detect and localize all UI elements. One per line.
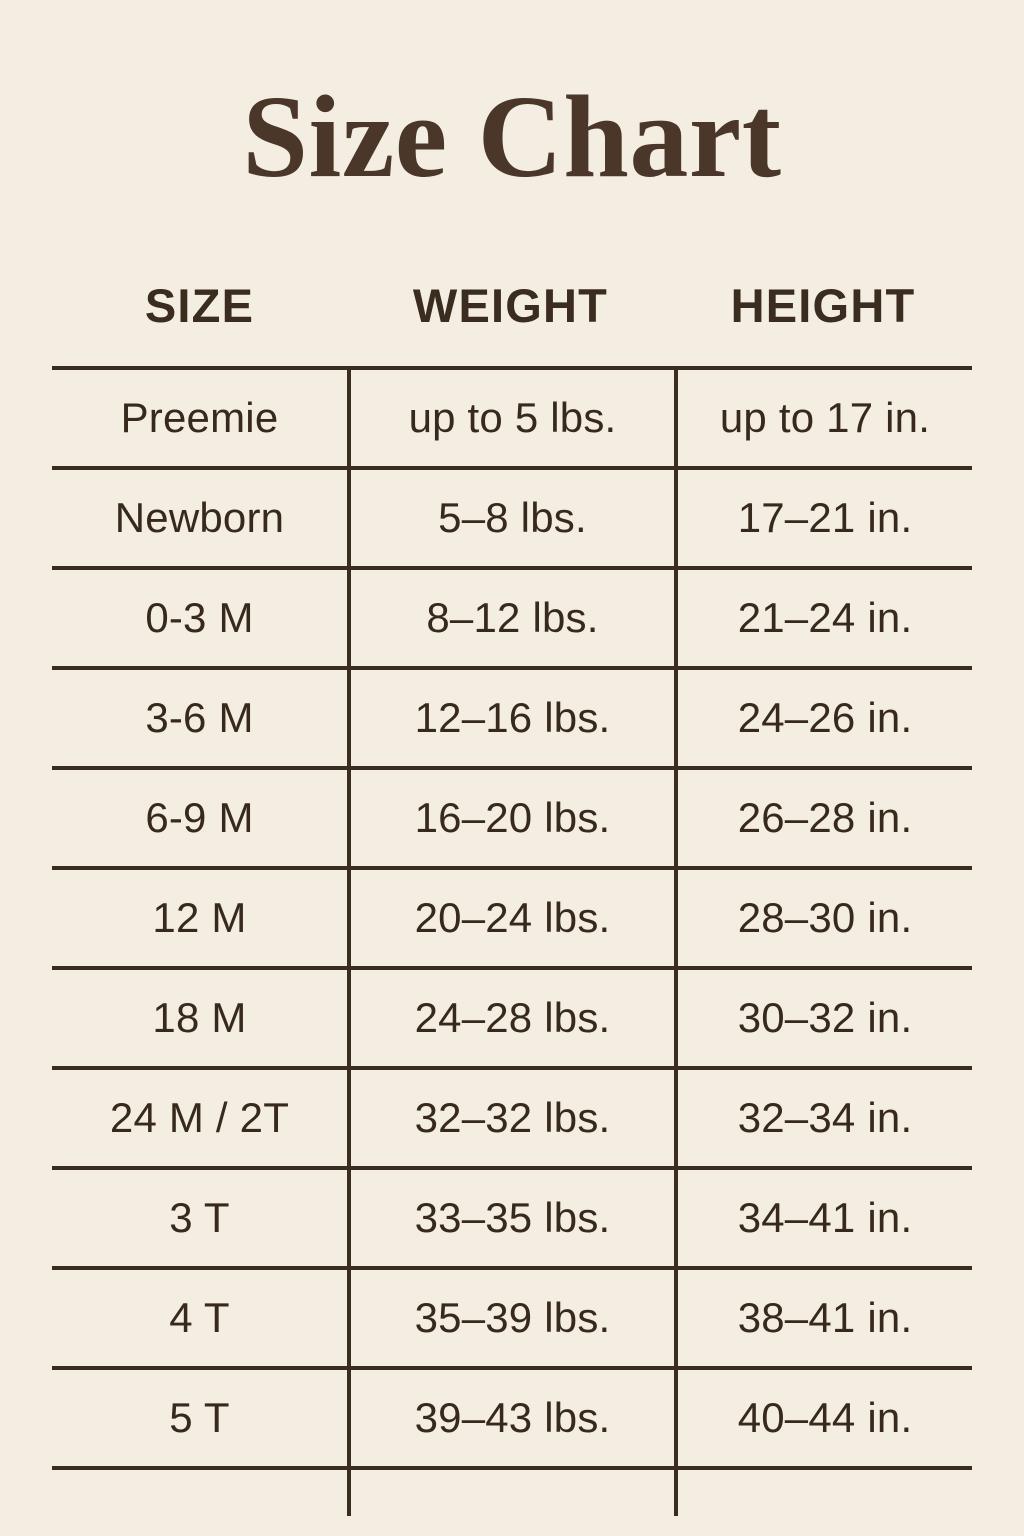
cell-height: 26–28 in. [674, 770, 972, 866]
cell-size: Newborn [114, 494, 285, 541]
column-divider-tails [52, 1470, 972, 1516]
cell-weight: 8–12 lbs. [347, 570, 674, 666]
cell-weight: 33–35 lbs. [347, 1170, 674, 1266]
table-row: 18 M 24–28 lbs. 30–32 in. [52, 970, 972, 1070]
cell-weight: 5–8 lbs. [347, 470, 674, 566]
table-row: Preemie up to 5 lbs. up to 17 in. [52, 370, 972, 470]
table-row: 3-6 M 12–16 lbs. 24–26 in. [52, 670, 972, 770]
cell-height: 24–26 in. [674, 670, 972, 766]
table-row: 6-9 M 16–20 lbs. 26–28 in. [52, 770, 972, 870]
column-header-weight: WEIGHT [412, 279, 609, 332]
cell-size: 3-6 M [145, 694, 254, 741]
cell-size: 4 T [169, 1294, 230, 1341]
table-body: Preemie up to 5 lbs. up to 17 in. Newbor… [52, 366, 972, 1516]
table-row: 3 T 33–35 lbs. 34–41 in. [52, 1170, 972, 1270]
cell-size: 6-9 M [145, 794, 254, 841]
cell-height: 28–30 in. [674, 870, 972, 966]
column-header-size: SIZE [144, 279, 255, 332]
cell-height: 30–32 in. [674, 970, 972, 1066]
table-header-row: SIZE WEIGHT HEIGHT [52, 272, 972, 366]
cell-height: 34–41 in. [674, 1170, 972, 1266]
column-divider-1-tail [347, 1470, 351, 1516]
table-row: 4 T 35–39 lbs. 38–41 in. [52, 1270, 972, 1370]
cell-weight: 16–20 lbs. [347, 770, 674, 866]
cell-size: 3 T [169, 1194, 230, 1241]
cell-height: 17–21 in. [674, 470, 972, 566]
table-row: 5 T 39–43 lbs. 40–44 in. [52, 1370, 972, 1470]
cell-weight: 39–43 lbs. [347, 1370, 674, 1466]
cell-size: 18 M [152, 994, 247, 1041]
cell-height: 21–24 in. [674, 570, 972, 666]
page-title: Size Chart [242, 71, 782, 202]
cell-weight: up to 5 lbs. [347, 370, 674, 466]
cell-weight: 20–24 lbs. [347, 870, 674, 966]
table-row: 12 M 20–24 lbs. 28–30 in. [52, 870, 972, 970]
cell-height: 40–44 in. [674, 1370, 972, 1466]
cell-size: Preemie [120, 394, 279, 441]
table-row: 0-3 M 8–12 lbs. 21–24 in. [52, 570, 972, 670]
cell-height: 38–41 in. [674, 1270, 972, 1366]
column-header-height: HEIGHT [730, 279, 916, 332]
cell-weight: 24–28 lbs. [347, 970, 674, 1066]
cell-size: 5 T [169, 1394, 230, 1441]
cell-weight: 32–32 lbs. [347, 1070, 674, 1166]
column-divider-2-tail [674, 1470, 678, 1516]
cell-height: 32–34 in. [674, 1070, 972, 1166]
table-row: Newborn 5–8 lbs. 17–21 in. [52, 470, 972, 570]
cell-size: 24 M / 2T [109, 1094, 290, 1141]
cell-weight: 12–16 lbs. [347, 670, 674, 766]
size-chart-table: SIZE WEIGHT HEIGHT Preemie up to 5 lbs. … [52, 272, 972, 1516]
cell-weight: 35–39 lbs. [347, 1270, 674, 1366]
cell-size: 0-3 M [145, 594, 254, 641]
cell-size: 12 M [152, 894, 247, 941]
cell-height: up to 17 in. [674, 370, 972, 466]
table-row: 24 M / 2T 32–32 lbs. 32–34 in. [52, 1070, 972, 1170]
